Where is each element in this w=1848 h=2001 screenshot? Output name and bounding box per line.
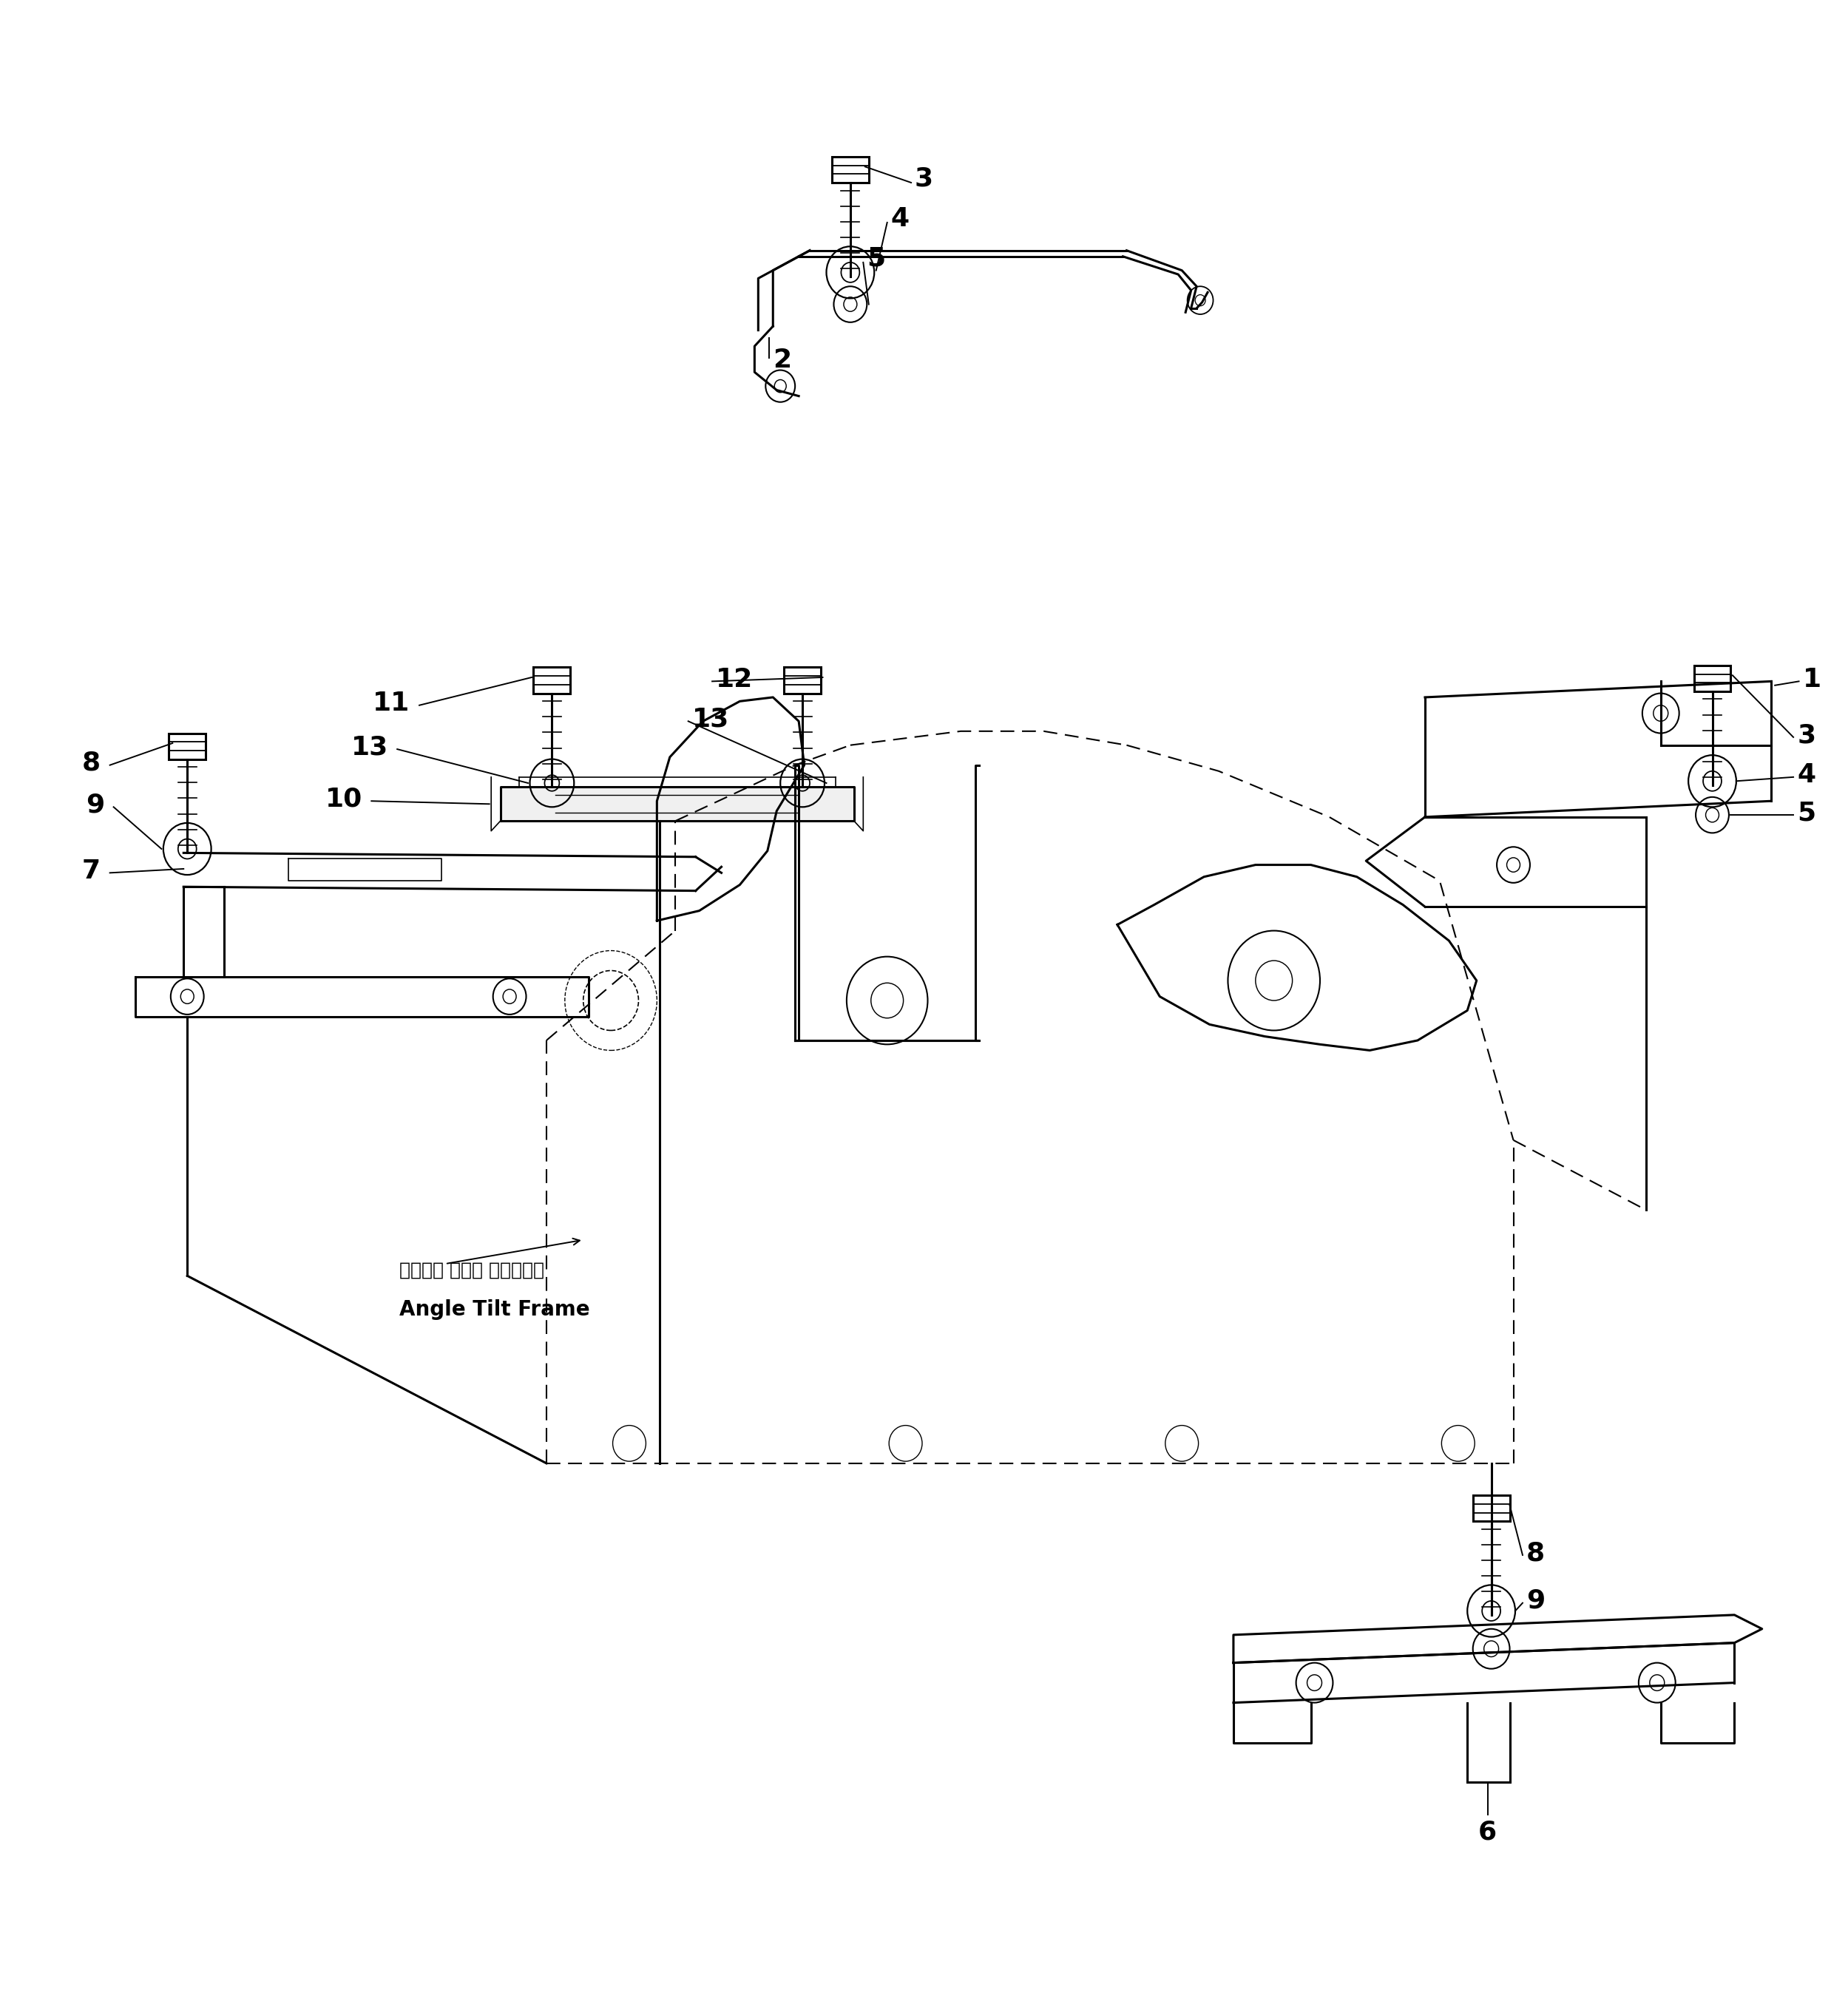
FancyBboxPatch shape bbox=[1473, 1495, 1510, 1521]
Text: Angle Tilt Frame: Angle Tilt Frame bbox=[399, 1299, 590, 1321]
Text: 8: 8 bbox=[1526, 1541, 1545, 1565]
Text: 9: 9 bbox=[85, 792, 103, 818]
Text: 13: 13 bbox=[351, 734, 388, 760]
Text: アングル チルト フレーム．: アングル チルト フレーム． bbox=[399, 1261, 543, 1279]
Text: 5: 5 bbox=[867, 246, 885, 270]
Text: 6: 6 bbox=[1478, 1819, 1497, 1845]
Text: 11: 11 bbox=[373, 690, 410, 716]
Text: 7: 7 bbox=[81, 858, 100, 882]
Text: 13: 13 bbox=[691, 706, 730, 732]
FancyBboxPatch shape bbox=[832, 156, 869, 182]
Text: 4: 4 bbox=[1796, 762, 1815, 788]
FancyBboxPatch shape bbox=[534, 668, 571, 692]
FancyBboxPatch shape bbox=[1695, 666, 1732, 690]
Text: 3: 3 bbox=[915, 166, 933, 192]
Text: 5: 5 bbox=[1796, 800, 1815, 826]
Text: 12: 12 bbox=[715, 666, 752, 692]
Text: 3: 3 bbox=[1796, 722, 1815, 748]
Text: 1: 1 bbox=[1802, 666, 1820, 692]
Text: 4: 4 bbox=[891, 206, 909, 230]
Text: 10: 10 bbox=[325, 786, 362, 812]
Text: 2: 2 bbox=[772, 348, 791, 372]
Text: 9: 9 bbox=[1526, 1589, 1545, 1613]
Polygon shape bbox=[501, 786, 854, 820]
FancyBboxPatch shape bbox=[784, 668, 821, 692]
FancyBboxPatch shape bbox=[168, 732, 205, 758]
Text: 8: 8 bbox=[81, 750, 100, 776]
